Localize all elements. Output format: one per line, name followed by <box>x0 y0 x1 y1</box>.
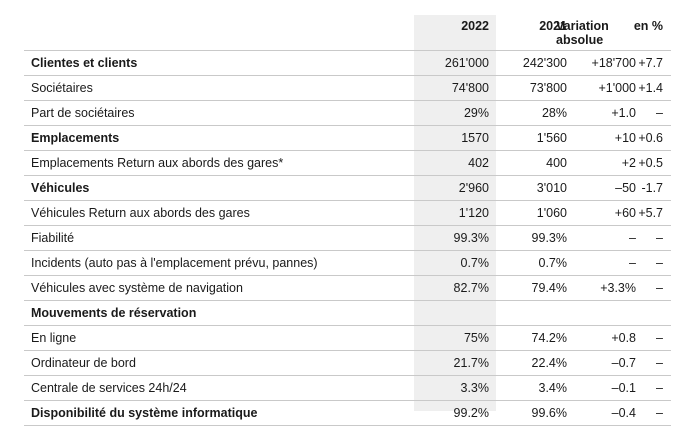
cell-variation: –0.4 <box>611 406 636 420</box>
cell-2022: 29% <box>463 106 489 120</box>
row-label: Fiabilité <box>31 231 75 245</box>
cell-variation: +1'000 <box>598 81 637 95</box>
row-label: Incidents (auto pas à l'emplacement prév… <box>31 256 318 270</box>
header-percent: en % <box>633 19 663 33</box>
cell-percent: -1.7 <box>641 181 663 195</box>
row-label: Sociétaires <box>31 81 93 95</box>
cell-2022: 74'800 <box>451 81 489 95</box>
table-row: Part de sociétaires 29% 28% +1.0 – <box>24 100 671 125</box>
cell-variation: –0.1 <box>611 381 636 395</box>
cell-2022: 1570 <box>461 131 489 145</box>
cell-variation: +3.3% <box>600 281 636 295</box>
cell-percent: – <box>656 356 663 370</box>
cell-2021: 0.7% <box>538 256 568 270</box>
cell-2022: 2'960 <box>458 181 489 195</box>
cell-variation: +10 <box>614 131 636 145</box>
table-row: Disponibilité du système informatique 99.… <box>24 400 671 426</box>
table-body: Clientes et clients 261'000 242'300 +18'700… <box>24 50 671 426</box>
table-row: Emplacements 1570 1'560 +10 +0.6 <box>24 125 671 150</box>
cell-2021: 400 <box>546 156 567 170</box>
cell-2022: 261'000 <box>444 56 489 70</box>
cell-2022: 1'120 <box>458 206 489 220</box>
header-variation: Variation absolue <box>556 19 609 47</box>
table-row: Ordinateur de bord 21.7% 22.4% –0.7 – <box>24 350 671 375</box>
cell-2022: 0.7% <box>460 256 490 270</box>
cell-percent: – <box>656 231 663 245</box>
cell-percent: +5.7 <box>638 206 663 220</box>
statistics-table: 2022 2021 Variation absolue en % Cliente… <box>24 15 671 426</box>
cell-variation: +0.8 <box>611 331 636 345</box>
cell-2021: 1'560 <box>536 131 567 145</box>
cell-percent: +0.6 <box>638 131 663 145</box>
cell-2021: 28% <box>541 106 567 120</box>
cell-2022: 402 <box>468 156 489 170</box>
table-row: Mouvements de réservation <box>24 300 671 325</box>
cell-2021: 242'300 <box>522 56 567 70</box>
cell-variation: +2 <box>621 156 636 170</box>
cell-variation: – <box>629 256 636 270</box>
row-label: Clientes et clients <box>31 56 138 70</box>
cell-percent: +7.7 <box>638 56 663 70</box>
cell-percent: – <box>656 406 663 420</box>
cell-variation: +18'700 <box>591 56 636 70</box>
table-row: En ligne 75% 74.2% +0.8 – <box>24 325 671 350</box>
header-2021: 2021 <box>539 19 567 33</box>
table-row: Emplacements Return aux abords des gares… <box>24 150 671 175</box>
header-2022: 2022 <box>461 19 489 33</box>
cell-variation: – <box>629 231 636 245</box>
cell-2022: 82.7% <box>453 281 489 295</box>
table-row: Clientes et clients 261'000 242'300 +18'700… <box>24 50 671 75</box>
row-label: Véhicules Return aux abords des gares <box>31 206 250 220</box>
table-header: 2022 2021 Variation absolue en % <box>24 15 671 50</box>
cell-2021: 1'060 <box>536 206 567 220</box>
cell-2022: 3.3% <box>460 381 490 395</box>
row-label: Emplacements <box>31 131 120 145</box>
cell-2021: 99.3% <box>531 231 567 245</box>
table-row: Centrale de services 24h/24 3.3% 3.4% –0.1 – <box>24 375 671 400</box>
table-row: Sociétaires 74'800 73'800 +1'000 +1.4 <box>24 75 671 100</box>
table-row: Véhicules 2'960 3'010 –50 -1.7 <box>24 175 671 200</box>
table-row: Véhicules Return aux abords des gares 1'1… <box>24 200 671 225</box>
table-row: Incidents (auto pas à l'emplacement prév… <box>24 250 671 275</box>
cell-2021: 99.6% <box>531 406 567 420</box>
cell-percent: – <box>656 106 663 120</box>
row-label: En ligne <box>31 331 77 345</box>
cell-percent: +1.4 <box>638 81 663 95</box>
row-label: Véhicules avec système de navigation <box>31 281 243 295</box>
highlight-column-2022 <box>414 15 496 411</box>
cell-variation: –0.7 <box>611 356 636 370</box>
cell-2022: 75% <box>463 331 489 345</box>
row-label: Emplacements Return aux abords des gares… <box>31 156 284 170</box>
cell-variation: +60 <box>614 206 636 220</box>
cell-2021: 3'010 <box>536 181 567 195</box>
cell-variation: +1.0 <box>611 106 636 120</box>
cell-2021: 73'800 <box>529 81 567 95</box>
row-label: Véhicules <box>31 181 90 195</box>
cell-percent: – <box>656 281 663 295</box>
cell-2021: 3.4% <box>538 381 568 395</box>
cell-percent: – <box>656 381 663 395</box>
cell-2022: 21.7% <box>453 356 489 370</box>
cell-percent: +0.5 <box>638 156 663 170</box>
cell-2022: 99.3% <box>453 231 489 245</box>
cell-percent: – <box>656 331 663 345</box>
cell-2022: 99.2% <box>453 406 489 420</box>
cell-2021: 22.4% <box>531 356 567 370</box>
row-label: Mouvements de réservation <box>31 306 197 320</box>
cell-variation: –50 <box>615 181 636 195</box>
cell-2021: 74.2% <box>531 331 567 345</box>
table-row: Fiabilité 99.3% 99.3% – – <box>24 225 671 250</box>
row-label: Part de sociétaires <box>31 106 135 120</box>
row-label: Ordinateur de bord <box>31 356 136 370</box>
cell-percent: – <box>656 256 663 270</box>
row-label: Disponibilité du système informatique <box>31 406 258 420</box>
table-row: Véhicules avec système de navigation 82.7… <box>24 275 671 300</box>
row-label: Centrale de services 24h/24 <box>31 381 187 395</box>
cell-2021: 79.4% <box>531 281 567 295</box>
